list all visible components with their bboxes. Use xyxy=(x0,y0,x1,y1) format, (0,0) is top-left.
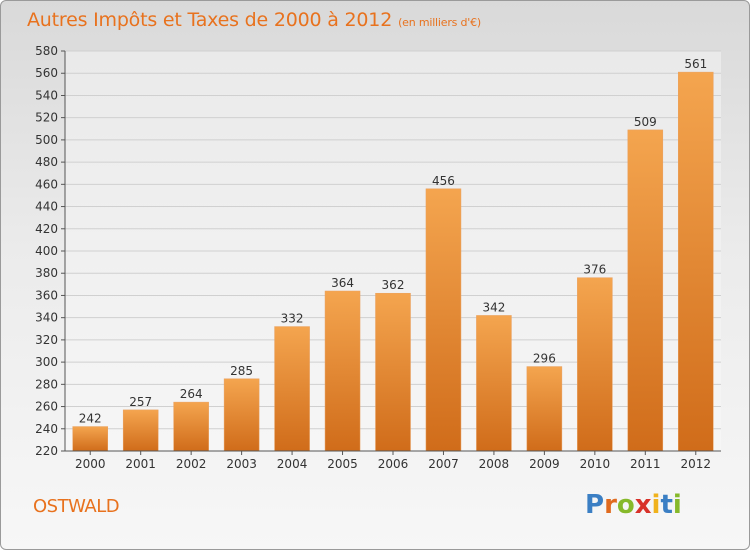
x-tick-label: 2011 xyxy=(630,457,661,471)
chart-subtitle: (en milliers d'€) xyxy=(398,16,481,29)
y-tick-label: 280 xyxy=(35,377,58,391)
bar-value-label: 456 xyxy=(432,174,455,188)
bar xyxy=(627,129,664,452)
city-name: OSTWALD xyxy=(33,496,120,517)
bar-value-label: 296 xyxy=(533,352,556,366)
bar-value-label: 364 xyxy=(331,276,354,290)
y-tick-label: 320 xyxy=(35,333,58,347)
logo-letter: i xyxy=(672,490,682,520)
bar-value-label: 342 xyxy=(482,300,505,314)
bar xyxy=(223,378,260,452)
chart-title: Autres Impôts et Taxes de 2000 à 2012 (en… xyxy=(27,9,481,31)
y-tick-label: 420 xyxy=(35,222,58,236)
bar-value-label: 285 xyxy=(230,364,253,378)
logo-letter: P xyxy=(585,490,605,520)
bar xyxy=(274,326,310,452)
y-tick-label: 480 xyxy=(35,155,58,169)
y-tick-label: 300 xyxy=(35,355,58,369)
bar-value-label: 264 xyxy=(180,387,203,401)
y-tick-label: 220 xyxy=(35,444,58,458)
bar-value-label: 257 xyxy=(129,395,152,409)
x-tick-label: 2009 xyxy=(529,457,560,471)
bar-value-label: 509 xyxy=(634,115,657,129)
x-tick-label: 2002 xyxy=(176,457,207,471)
bar xyxy=(577,277,613,452)
logo-letter: r xyxy=(604,490,617,520)
bar-value-label: 332 xyxy=(281,312,304,326)
y-tick-label: 260 xyxy=(35,400,58,414)
x-tick-label: 2000 xyxy=(75,457,106,471)
x-tick-label: 2006 xyxy=(378,457,409,471)
y-tick-label: 340 xyxy=(35,311,58,325)
bar xyxy=(324,290,361,452)
bar-value-label: 561 xyxy=(684,57,707,71)
y-tick-label: 580 xyxy=(35,44,58,58)
bar-value-label: 242 xyxy=(79,412,102,426)
y-tick-label: 440 xyxy=(35,200,58,214)
y-tick-label: 540 xyxy=(35,88,58,102)
x-tick-label: 2012 xyxy=(680,457,711,471)
x-tick-label: 2003 xyxy=(226,457,257,471)
bar xyxy=(476,315,512,452)
logo-letter: i xyxy=(651,490,661,520)
bar xyxy=(425,188,462,452)
y-tick-label: 520 xyxy=(35,111,58,125)
bar xyxy=(678,71,714,452)
proxiti-logo: Proxiti xyxy=(585,490,682,520)
y-tick-label: 560 xyxy=(35,66,58,80)
x-tick-label: 2001 xyxy=(125,457,156,471)
x-tick-label: 2005 xyxy=(327,457,358,471)
bar xyxy=(173,401,209,452)
bar-value-label: 362 xyxy=(382,278,405,292)
y-tick-label: 500 xyxy=(35,133,58,147)
x-tick-label: 2008 xyxy=(479,457,510,471)
bar xyxy=(72,426,108,452)
logo-letter: x xyxy=(634,490,652,520)
x-tick-label: 2004 xyxy=(277,457,308,471)
bar xyxy=(375,292,411,452)
y-tick-label: 240 xyxy=(35,422,58,436)
logo-letter: o xyxy=(616,490,635,520)
x-tick-label: 2010 xyxy=(580,457,611,471)
x-tick-label: 2007 xyxy=(428,457,459,471)
logo-letter: t xyxy=(660,490,673,520)
bar-value-label: 376 xyxy=(583,263,606,277)
y-tick-label: 460 xyxy=(35,177,58,191)
bar xyxy=(122,409,159,452)
chart-title-text: Autres Impôts et Taxes de 2000 à 2012 xyxy=(27,9,393,31)
y-tick-label: 400 xyxy=(35,244,58,258)
y-tick-label: 360 xyxy=(35,288,58,302)
y-tick-label: 380 xyxy=(35,266,58,280)
bar xyxy=(526,366,563,452)
